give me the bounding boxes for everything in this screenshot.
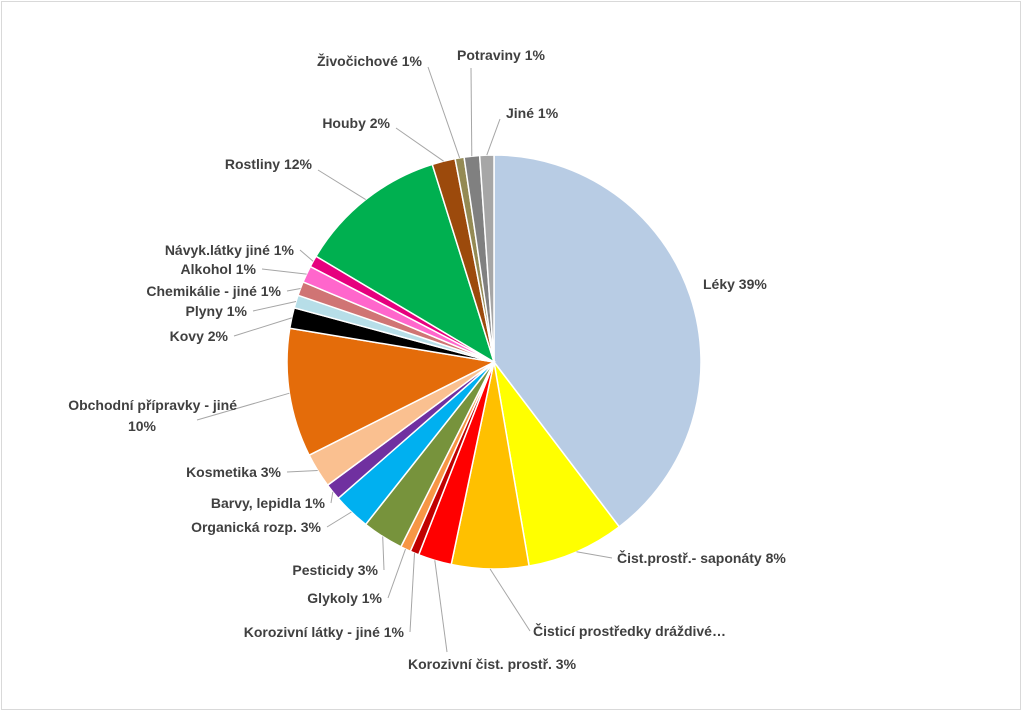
leader-line (286, 470, 318, 473)
slice-label: Jiné 1% (506, 105, 559, 121)
leader-line (409, 553, 415, 633)
leader-line (489, 568, 531, 632)
data-labels: Léky 39% Čist.prostř.- saponáty 8% Čisticí… (68, 47, 786, 672)
leader-lines (196, 66, 613, 653)
leader-line (427, 66, 461, 159)
slice-label: Rostliny 12% (225, 156, 313, 172)
slice-label: Čisticí prostředky dráždivé… (533, 622, 726, 639)
slice-label: Léky 39% (703, 276, 767, 292)
slice-label: Barvy, lepidla 1% (211, 495, 326, 511)
leader-line (470, 67, 473, 157)
leader-line (434, 560, 448, 653)
pie-slices (286, 154, 702, 570)
slice-label: Potraviny 1% (457, 47, 545, 63)
slice-label: Návyk.látky jiné 1% (165, 242, 295, 258)
leader-line (387, 548, 406, 599)
leader-line (382, 536, 385, 571)
slice-label: Kovy 2% (170, 328, 229, 344)
leader-line (261, 268, 307, 275)
slice-label: Organická rozp. 3% (191, 519, 321, 535)
slice-label: Živočichové 1% (317, 52, 423, 69)
pie-slice (493, 154, 702, 528)
slice-label: Korozivní čist. prostř. 3% (408, 656, 577, 672)
slice-label: Obchodní přípravky - jiné 10% (68, 397, 237, 434)
leader-line (326, 511, 352, 528)
leader-line (196, 392, 290, 421)
leader-line (486, 118, 501, 156)
slice-label: Korozivní látky - jiné 1% (244, 624, 405, 640)
slice-label: Houby 2% (322, 115, 390, 131)
leader-line (317, 169, 366, 201)
slice-label: Chemikálie - jiné 1% (146, 283, 281, 299)
slice-label: Plyny 1% (186, 303, 248, 319)
pie-slice (493, 361, 621, 567)
slice-label: Čist.prostř.- saponáty 8% (617, 549, 786, 566)
leader-line (299, 249, 314, 262)
leader-line (330, 491, 334, 504)
leader-line (395, 127, 444, 162)
slice-label: Kosmetika 3% (186, 464, 281, 480)
pie-slice (478, 154, 495, 363)
slice-label: Alkohol 1% (181, 261, 257, 277)
leader-line (576, 551, 613, 559)
leader-line (233, 317, 292, 337)
slice-label: Pesticidy 3% (292, 562, 378, 578)
slice-label: Glykoly 1% (307, 590, 382, 606)
pie-slice (286, 327, 497, 457)
leader-line (286, 288, 301, 292)
leader-line (252, 301, 297, 312)
pie-slice (315, 163, 496, 364)
